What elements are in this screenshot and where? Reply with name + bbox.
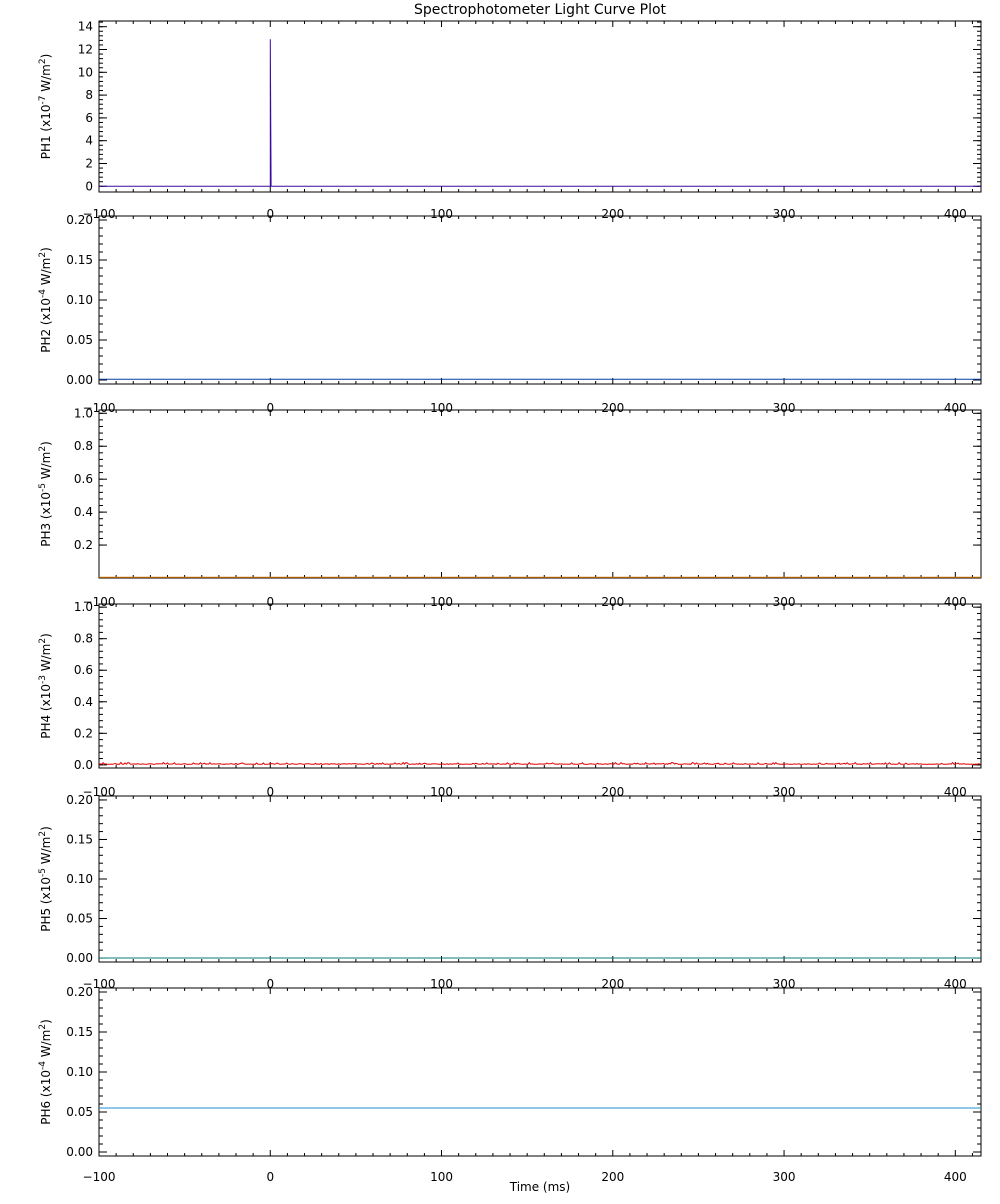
y-axis-label-text: PH6 (x10-4 W/m2) [38, 1019, 53, 1125]
y-axis-label-ph5: PH5 (x10-5 W/m2) [38, 826, 53, 932]
x-tick-label: 400 [944, 207, 967, 221]
panel-frame-ph1 [98, 20, 982, 193]
y-tick-label: 0.05 [66, 333, 93, 347]
y-tick-label: 0.20 [66, 985, 93, 999]
y-tick-label: 0.05 [66, 1105, 93, 1119]
y-axis-label-ph3: PH3 (x10-5 W/m2) [38, 441, 53, 547]
y-tick-label: 10 [78, 65, 93, 79]
y-tick-label: 0.00 [66, 1145, 93, 1159]
x-tick-label: −100 [83, 401, 116, 415]
y-tick-label: 0.20 [66, 213, 93, 227]
y-tick-label: 0.8 [74, 439, 93, 453]
y-tick-label: 0.4 [74, 505, 93, 519]
x-tick-label: −100 [83, 595, 116, 609]
y-tick-label: 0.15 [66, 832, 93, 846]
y-tick-label: 0.4 [74, 695, 93, 709]
y-axis-label-ph6: PH6 (x10-4 W/m2) [38, 1019, 53, 1125]
x-tick-label: 100 [430, 595, 453, 609]
x-tick-label: 0 [266, 595, 274, 609]
y-tick-label: 0.20 [66, 793, 93, 807]
x-tick-label: 0 [266, 401, 274, 415]
y-tick-label: 14 [78, 20, 93, 34]
y-tick-label: 0.15 [66, 1025, 93, 1039]
x-tick-label: 100 [430, 1170, 453, 1184]
panel-frame-ph4 [98, 603, 982, 769]
x-tick-label: 400 [944, 1170, 967, 1184]
y-tick-label: 0.6 [74, 663, 93, 677]
y-axis-label-text: PH4 (x10-3 W/m2) [38, 633, 53, 739]
y-tick-label: 4 [85, 134, 93, 148]
y-tick-label: 0.10 [66, 1065, 93, 1079]
x-tick-label: 300 [773, 207, 796, 221]
x-tick-label: 200 [601, 595, 624, 609]
chart-title: Spectrophotometer Light Curve Plot [413, 2, 667, 18]
x-axis-label: Time (ms) [509, 1180, 571, 1194]
y-tick-label: 0.0 [74, 758, 93, 772]
x-tick-label: −100 [83, 207, 116, 221]
x-tick-label: 200 [601, 401, 624, 415]
x-tick-label: 100 [430, 207, 453, 221]
series-line-ph4 [98, 761, 981, 766]
y-tick-label: 0.00 [66, 951, 93, 965]
panel-frame-ph3 [98, 409, 982, 579]
x-tick-label: 200 [601, 1170, 624, 1184]
y-tick-label: 1.0 [74, 406, 93, 420]
y-axis-label-ph1: PH1 (x10-7 W/m2) [38, 54, 53, 160]
y-axis-label-text: PH1 (x10-7 W/m2) [38, 54, 53, 160]
x-tick-label: 300 [773, 1170, 796, 1184]
y-tick-label: 1.0 [74, 600, 93, 614]
panel-frame-ph5 [98, 795, 982, 963]
y-tick-label: 6 [85, 111, 93, 125]
y-tick-label: 0.6 [74, 472, 93, 486]
x-tick-label: 400 [944, 401, 967, 415]
x-tick-label: −100 [83, 1170, 116, 1184]
y-axis-label-ph2: PH2 (x10-4 W/m2) [38, 247, 53, 353]
y-axis-label-ph4: PH4 (x10-3 W/m2) [38, 633, 53, 739]
y-tick-label: 0.10 [66, 872, 93, 886]
y-tick-label: 8 [85, 88, 93, 102]
x-tick-label: 200 [601, 207, 624, 221]
y-tick-label: 12 [78, 43, 93, 57]
y-tick-label: 0.00 [66, 373, 93, 387]
x-tick-label: 400 [944, 595, 967, 609]
y-axis-label-text: PH2 (x10-4 W/m2) [38, 247, 53, 353]
x-tick-label: 0 [266, 207, 274, 221]
x-tick-label: 0 [266, 785, 274, 799]
y-tick-label: 0.05 [66, 912, 93, 926]
panel-frame-ph6 [98, 987, 982, 1157]
x-tick-label: 0 [266, 1170, 274, 1184]
panel-frame-ph2 [98, 215, 982, 385]
y-axis-label-text: PH5 (x10-5 W/m2) [38, 826, 53, 932]
y-axis-label-text: PH3 (x10-5 W/m2) [38, 441, 53, 547]
y-tick-label: 0 [85, 179, 93, 193]
series-line-ph1 [99, 39, 981, 187]
x-tick-label: 100 [430, 401, 453, 415]
x-tick-label: 300 [773, 595, 796, 609]
y-tick-label: 0.8 [74, 632, 93, 646]
x-tick-label: 0 [266, 977, 274, 991]
y-tick-label: 0.15 [66, 253, 93, 267]
y-tick-label: 0.10 [66, 293, 93, 307]
y-tick-label: 2 [85, 157, 93, 171]
y-tick-label: 0.2 [74, 726, 93, 740]
x-tick-label: 300 [773, 401, 796, 415]
y-tick-label: 0.2 [74, 538, 93, 552]
